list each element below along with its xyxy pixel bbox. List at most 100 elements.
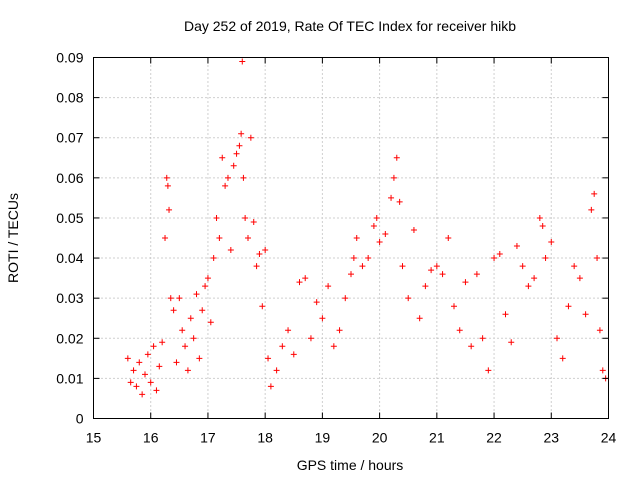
data-point	[240, 174, 247, 181]
data-point	[491, 255, 498, 262]
data-point	[245, 235, 251, 241]
data-point	[468, 343, 475, 350]
data-point	[265, 355, 272, 362]
data-point	[353, 235, 360, 241]
data-point	[142, 371, 148, 378]
data-point	[199, 307, 206, 314]
x-tick-label: 23	[543, 430, 559, 446]
data-point	[390, 174, 397, 181]
x-tick-label: 20	[372, 430, 388, 446]
data-point	[365, 255, 372, 262]
x-axis-ticks: 15 16 17 18 19 20 21 22 23 24	[86, 57, 617, 446]
data-point	[405, 295, 412, 302]
data-point	[190, 335, 197, 342]
data-point	[399, 263, 406, 270]
y-tick-label: 0.02	[56, 330, 83, 346]
y-axis-label: ROTI / TECUs	[5, 193, 21, 283]
data-point	[576, 275, 583, 282]
data-point	[319, 315, 326, 322]
data-point	[302, 275, 309, 282]
x-tick-label: 18	[257, 430, 273, 446]
data-point	[370, 222, 377, 229]
data-point	[150, 343, 157, 350]
data-point	[273, 367, 280, 374]
data-point	[422, 283, 429, 290]
data-point	[428, 267, 435, 274]
data-point	[179, 327, 186, 334]
data-point	[267, 383, 274, 390]
data-point	[227, 247, 234, 254]
data-point	[176, 295, 183, 302]
data-point	[416, 315, 423, 322]
data-point	[173, 359, 180, 366]
data-point	[147, 379, 154, 386]
x-tick-label: 15	[86, 430, 102, 446]
data-point	[451, 303, 457, 310]
x-axis-label: GPS time / hours	[297, 457, 404, 473]
data-point	[167, 295, 174, 302]
data-point	[163, 174, 170, 181]
data-point	[166, 206, 173, 213]
y-tick-label: 0.07	[56, 130, 83, 146]
data-point	[253, 263, 260, 270]
data-point	[376, 239, 383, 246]
data-point	[599, 367, 606, 374]
data-point	[513, 243, 520, 250]
data-point	[207, 319, 214, 326]
data-point	[182, 343, 189, 350]
data-point	[196, 355, 203, 362]
data-point	[247, 134, 254, 141]
data-point	[139, 391, 146, 398]
data-point	[536, 214, 543, 221]
data-point	[393, 154, 400, 161]
data-point	[325, 283, 332, 290]
data-point	[350, 255, 357, 262]
data-point	[216, 235, 223, 241]
data-point	[596, 327, 603, 334]
data-point	[162, 235, 169, 241]
data-point	[204, 275, 211, 282]
x-tick-label: 21	[429, 430, 445, 446]
x-tick-label: 17	[200, 430, 216, 446]
data-point	[187, 315, 194, 322]
data-point	[170, 307, 177, 314]
data-point	[239, 58, 246, 65]
data-point	[213, 214, 220, 221]
data-point	[396, 198, 403, 205]
data-point	[485, 367, 492, 374]
x-tick-label: 24	[601, 430, 617, 446]
x-tick-label: 22	[486, 430, 502, 446]
data-point	[359, 263, 366, 270]
data-point	[224, 174, 231, 181]
data-point	[256, 251, 263, 258]
data-point	[130, 367, 137, 374]
data-point	[502, 311, 509, 318]
data-point	[336, 327, 343, 334]
data-point	[144, 351, 151, 358]
data-point	[445, 235, 452, 241]
data-point	[307, 335, 314, 342]
data-point	[127, 379, 134, 386]
plot-frame	[93, 57, 609, 419]
data-point	[373, 214, 380, 221]
data-point	[262, 247, 269, 254]
data-point	[531, 275, 538, 282]
data-point	[542, 255, 549, 262]
data-point	[210, 255, 217, 262]
data-point	[219, 154, 226, 161]
data-point	[388, 194, 395, 201]
y-tick-label: 0.05	[56, 210, 83, 226]
y-axis-ticks: 0 0.01 0.02 0.03 0.04 0.05 0.06 0.07 0.08 0.09	[56, 50, 609, 427]
data-point	[588, 206, 595, 213]
data-point	[571, 263, 578, 270]
y-tick-label: 0.03	[56, 290, 83, 306]
y-tick-label: 0.06	[56, 170, 83, 186]
data-point	[591, 190, 598, 197]
data-point	[548, 239, 555, 246]
data-point	[233, 150, 240, 157]
data-point	[136, 359, 143, 366]
data-point	[313, 299, 320, 306]
data-point	[222, 182, 229, 189]
y-tick-label: 0.04	[56, 250, 83, 266]
chart-title: Day 252 of 2019, Rate Of TEC Index for r…	[184, 18, 516, 34]
